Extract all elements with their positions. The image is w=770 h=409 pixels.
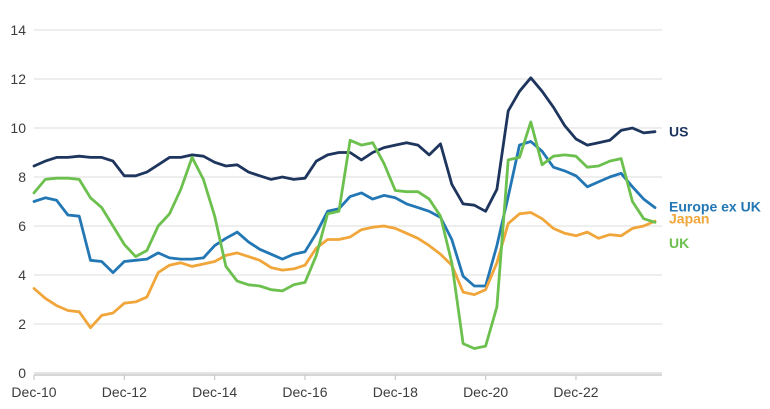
x-tick-label: Dec-14 <box>192 384 237 400</box>
gridlines <box>34 29 662 374</box>
x-tick-label: Dec-16 <box>282 384 327 400</box>
series-label-japan: Japan <box>669 211 709 227</box>
x-tick-label: Dec-22 <box>553 384 598 400</box>
y-tick-label: 10 <box>10 120 26 136</box>
series-label-europe-ex-uk: Europe ex UK <box>669 198 761 214</box>
series-line-europe-ex-uk <box>32 140 657 288</box>
series-label-uk: UK <box>669 235 689 251</box>
x-tick-label: Dec-12 <box>102 384 147 400</box>
x-tick-label: Dec-20 <box>463 384 508 400</box>
series-label-us: US <box>669 124 688 140</box>
y-tick-label: 14 <box>10 22 26 38</box>
series-line-uk <box>32 120 657 350</box>
x-tick-label: Dec-18 <box>373 384 418 400</box>
y-tick-label: 12 <box>10 71 26 87</box>
y-tick-label: 6 <box>18 218 26 234</box>
y-tick-label: 2 <box>18 316 26 332</box>
y-tick-label: 0 <box>18 365 26 381</box>
y-tick-label: 4 <box>18 267 26 283</box>
series-line-us <box>32 76 657 213</box>
x-axis: Dec-10 Dec-12 Dec-14 Dec-16 Dec-18 Dec-20 Dec-… <box>11 374 662 400</box>
x-tick-label: Dec-10 <box>11 384 56 400</box>
series-line-japan <box>32 211 657 330</box>
y-axis: 0 2 4 6 8 10 12 14 <box>10 22 26 381</box>
y-tick-label: 8 <box>18 169 26 185</box>
